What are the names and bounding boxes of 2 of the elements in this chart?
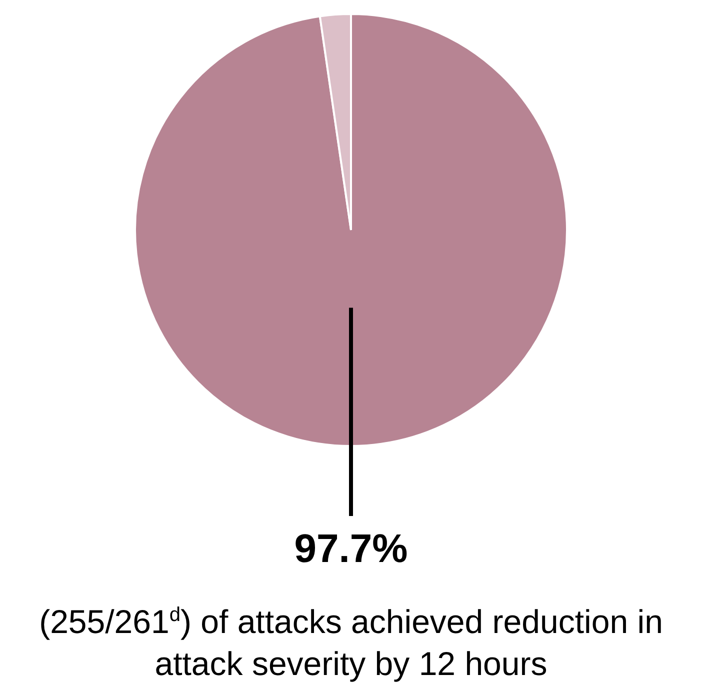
data-label: 97.7% (294, 527, 408, 572)
text: (255/261$^{d}$) of attacks achieved reduction in attack severity by 12 hours (38, 602, 664, 684)
